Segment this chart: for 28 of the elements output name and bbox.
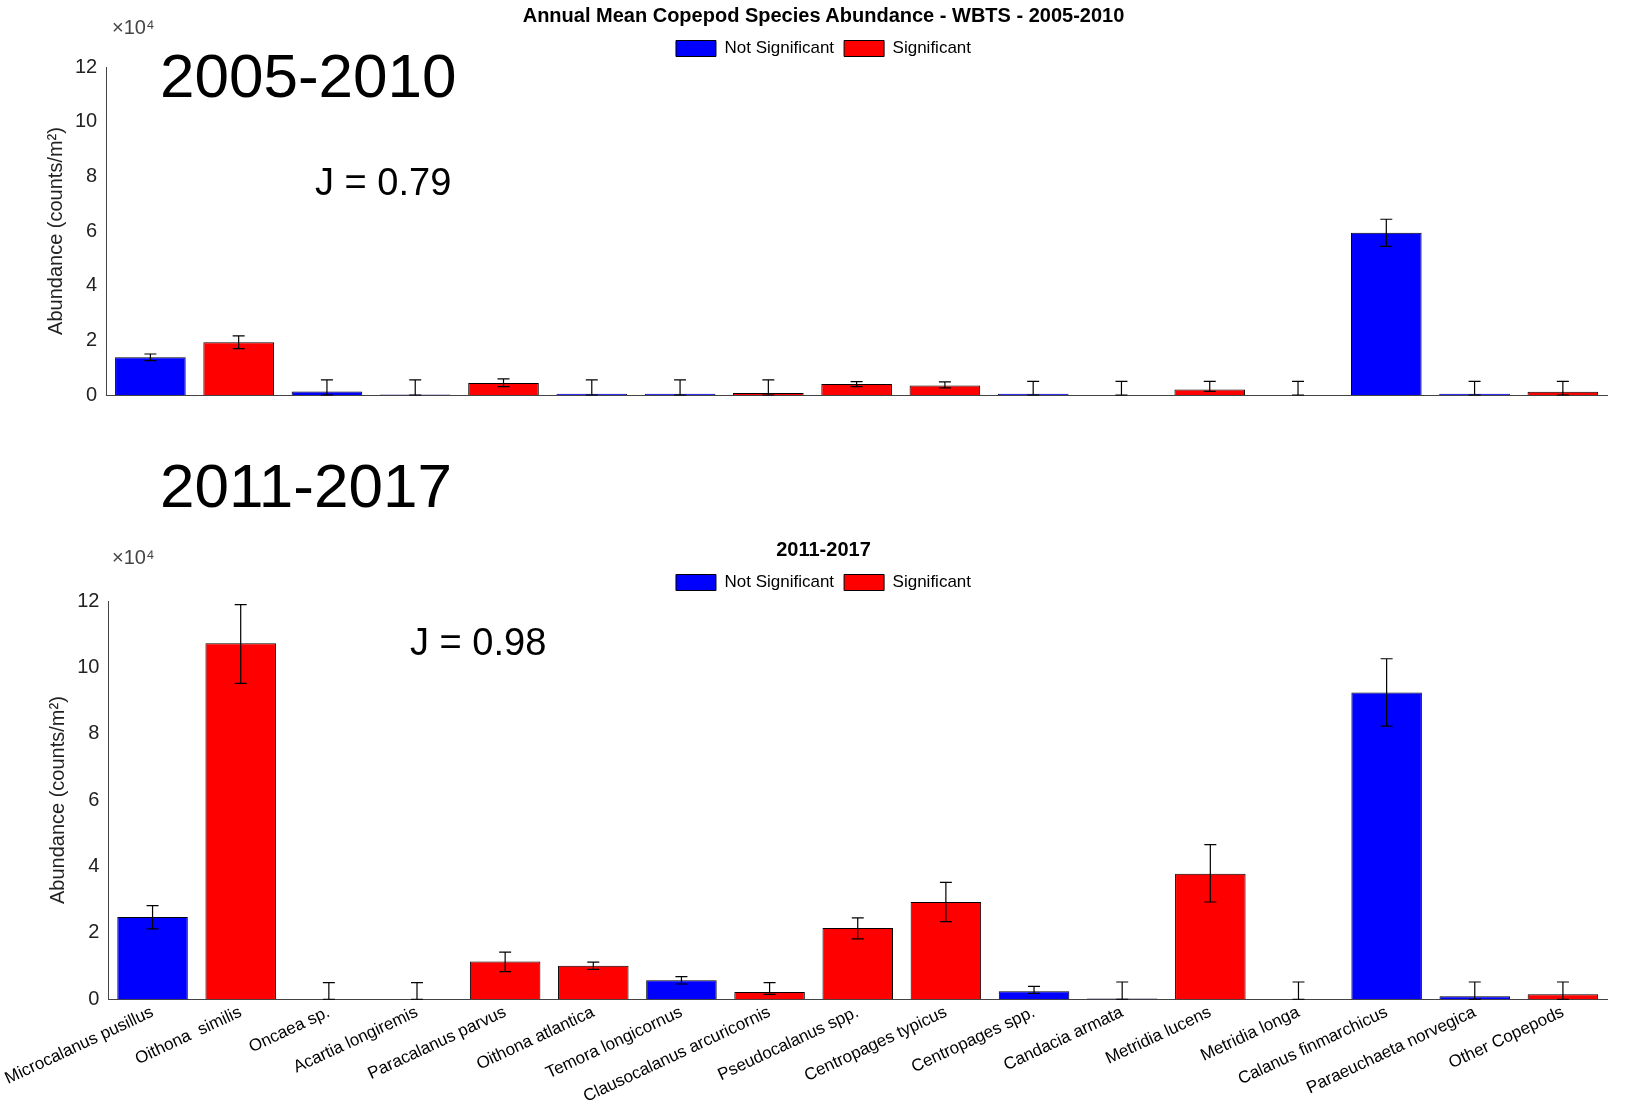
- legend-label: Significant: [892, 38, 972, 58]
- chart-title: Annual Mean Copepod Species Abundance - WBTS - 2005-2010: [522, 3, 1125, 26]
- y-tick-label: 8: [86, 163, 98, 186]
- annotation: J = 0.98: [410, 621, 547, 664]
- y-axis-title: Abundance (counts/m²): [45, 696, 68, 905]
- y-tick-label: 2: [88, 920, 100, 943]
- text: ×10⁴: [112, 15, 155, 38]
- legend-label: Not Significant: [724, 572, 835, 592]
- text: ×10⁴: [112, 545, 155, 568]
- y-tick-label: 2: [86, 327, 98, 350]
- y-tick-label: 0: [88, 986, 100, 1009]
- y-tick-label: 6: [88, 787, 100, 810]
- y-tick-label: 10: [75, 109, 98, 132]
- y-tick-label: 10: [77, 654, 100, 677]
- y-tick-label: 0: [86, 382, 98, 405]
- y-axis-title: Abundance (counts/m²): [43, 127, 66, 335]
- chart-title: 2011-2017: [776, 537, 871, 560]
- y-tick-label: 4: [88, 854, 100, 877]
- annotation: J = 0.79: [315, 161, 452, 204]
- text: 2011-2017: [160, 451, 452, 521]
- y-tick-label: 8: [88, 721, 100, 744]
- annotation: 2005-2010: [160, 41, 457, 111]
- legend-label: Not Significant: [724, 38, 835, 58]
- y-tick-label: 12: [77, 588, 100, 611]
- y-tick-label: 6: [86, 218, 98, 241]
- y-tick-label: 4: [86, 273, 98, 296]
- y-tick-label: 12: [75, 54, 98, 77]
- legend-label: Significant: [892, 572, 972, 592]
